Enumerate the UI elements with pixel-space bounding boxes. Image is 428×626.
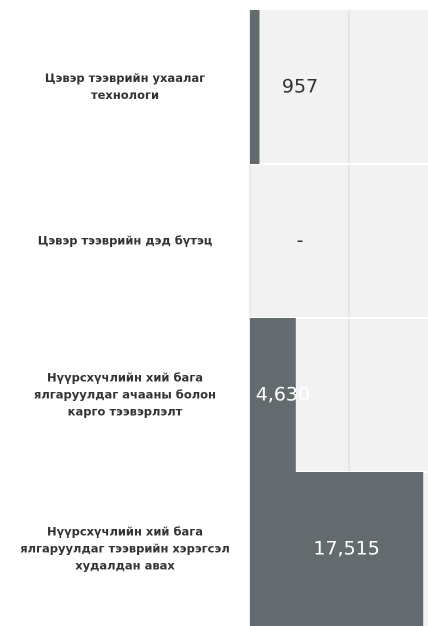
y-tick-label: Цэвэр тээврийн дэд бүтэц bbox=[37, 233, 213, 248]
y-tick-label: Нүүрсхүчлийн хий бага ялгаруулдаг тээври… bbox=[20, 524, 230, 573]
value-label: 4,630 bbox=[256, 384, 310, 406]
bar bbox=[250, 10, 260, 164]
y-tick-label: Цэвэр тээврийн ухаалаг технологи bbox=[44, 71, 206, 102]
y-tick-label: Нүүрсхүчлийн хий бага ялгаруулдаг ачааны… bbox=[33, 370, 216, 419]
value-label: - bbox=[297, 230, 304, 252]
value-label: 17,515 bbox=[313, 538, 379, 560]
value-label: 957 bbox=[282, 76, 318, 98]
bar bbox=[250, 318, 296, 472]
bar bbox=[250, 472, 424, 626]
